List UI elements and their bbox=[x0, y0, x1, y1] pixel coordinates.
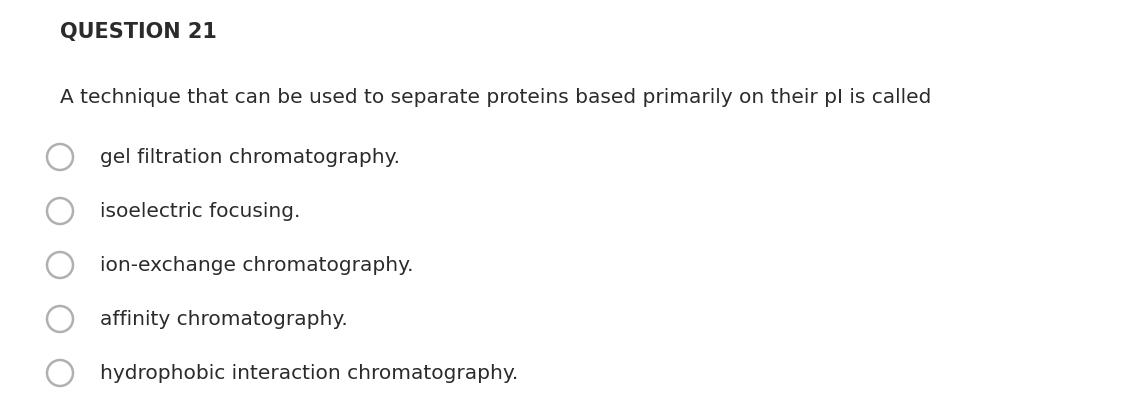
Text: gel filtration chromatography.: gel filtration chromatography. bbox=[99, 148, 400, 166]
Text: QUESTION 21: QUESTION 21 bbox=[60, 22, 217, 42]
Ellipse shape bbox=[47, 252, 73, 278]
Ellipse shape bbox=[47, 306, 73, 332]
Text: isoelectric focusing.: isoelectric focusing. bbox=[99, 202, 301, 220]
Text: ion-exchange chromatography.: ion-exchange chromatography. bbox=[99, 255, 414, 274]
Text: affinity chromatography.: affinity chromatography. bbox=[99, 309, 348, 328]
Text: A technique that can be used to separate proteins based primarily on their pI is: A technique that can be used to separate… bbox=[60, 88, 931, 107]
Text: hydrophobic interaction chromatography.: hydrophobic interaction chromatography. bbox=[99, 363, 519, 382]
Ellipse shape bbox=[47, 145, 73, 171]
Ellipse shape bbox=[47, 198, 73, 225]
Ellipse shape bbox=[47, 360, 73, 386]
